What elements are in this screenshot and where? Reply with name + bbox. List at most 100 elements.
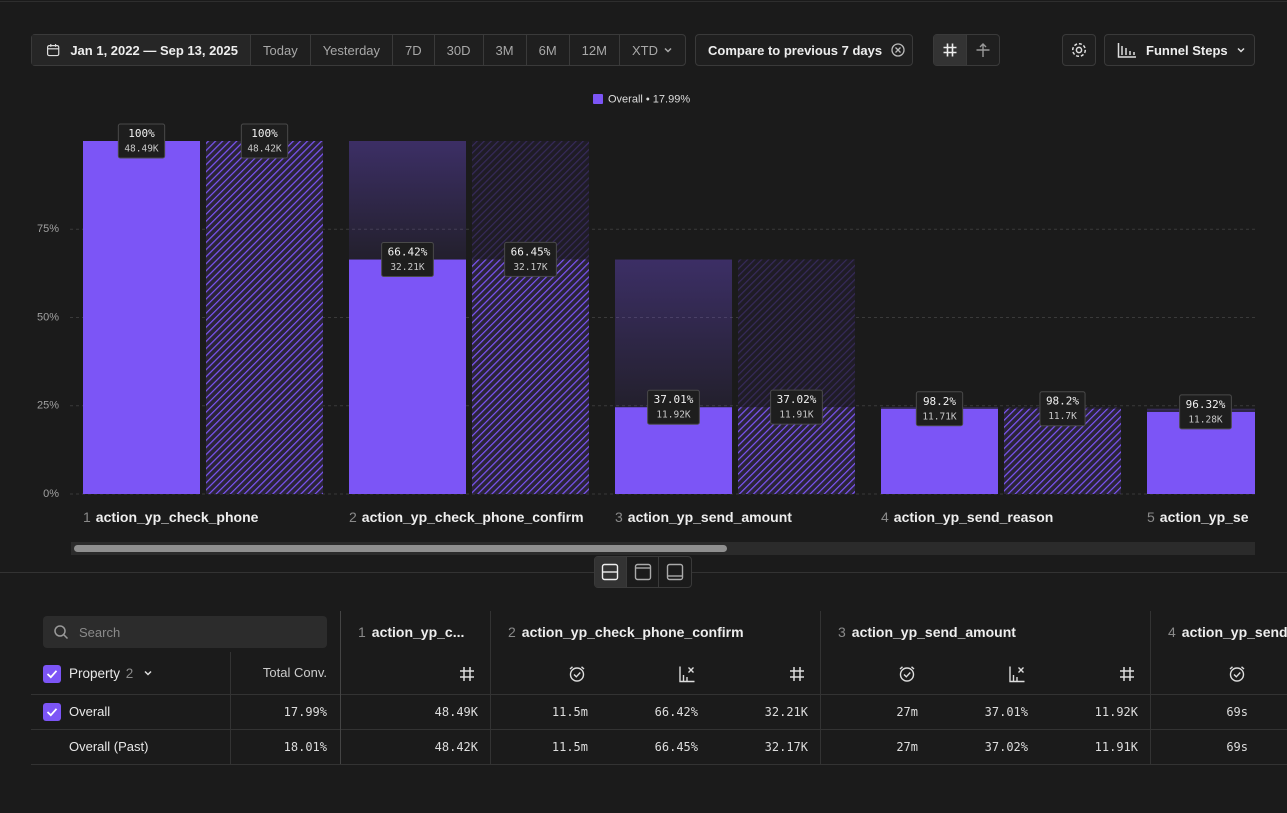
split-layout-icon xyxy=(602,563,619,581)
table-cell: 32.21K xyxy=(764,705,808,719)
table-cell: 11.5m xyxy=(551,740,588,754)
clear-icon[interactable] xyxy=(891,43,905,57)
past-bar xyxy=(472,259,589,494)
preset-button[interactable]: Today xyxy=(250,35,310,65)
column-divider xyxy=(1150,611,1151,764)
chevron-icon xyxy=(1237,47,1245,53)
view-menu-button[interactable]: Funnel Steps xyxy=(1104,34,1255,66)
category-label: 3 action_yp_send_amount xyxy=(615,509,792,525)
past-bar xyxy=(206,141,323,494)
chart-layout-button[interactable] xyxy=(625,557,659,587)
preset-button[interactable]: XTD xyxy=(618,35,685,65)
table-cell: 48.42K xyxy=(434,740,478,754)
trend-view-button[interactable] xyxy=(966,35,999,65)
preset-button[interactable]: Yesterday xyxy=(309,35,392,65)
row-divider xyxy=(31,764,1287,765)
table-cell: 37.01% xyxy=(984,705,1028,719)
count-label: 11.7K xyxy=(1048,411,1077,422)
date-range-button[interactable]: Jan 1, 2022 — Sep 13, 2025 xyxy=(32,35,250,65)
view-menu-label: Funnel Steps xyxy=(1146,42,1228,58)
previous-step-bar xyxy=(615,259,732,408)
bar-label-box xyxy=(117,123,166,159)
table-cell: 11.91K xyxy=(1094,740,1138,754)
chevron-icon xyxy=(664,47,672,53)
table-layout-button[interactable] xyxy=(658,557,691,587)
rate-label: 37.01% xyxy=(654,393,694,406)
settings-button[interactable] xyxy=(1062,34,1096,66)
count-label: 32.21K xyxy=(390,262,425,273)
bar xyxy=(83,141,200,494)
preset-label: 30D xyxy=(446,42,471,58)
bar-label-box xyxy=(915,391,964,427)
legend-label: Overall • 17.99% xyxy=(608,93,690,105)
step-name: action_yp_send_reason xyxy=(894,509,1054,525)
y-tick-label: 50% xyxy=(37,311,59,323)
preset-label: Yesterday xyxy=(322,42,381,58)
step-name: action_yp_check_phone_confirm xyxy=(362,509,584,525)
rate-label: 98.2% xyxy=(1046,395,1079,408)
bar-label-box xyxy=(1179,394,1232,430)
preset-label: 12M xyxy=(581,42,607,58)
previous-step-bar xyxy=(472,141,589,260)
count-label: 48.42K xyxy=(247,144,282,155)
rate-label: 100% xyxy=(128,127,155,140)
table-cell: 27m xyxy=(896,705,918,719)
table-cell: 27m xyxy=(896,740,918,754)
previous-step-bar xyxy=(738,259,855,408)
date-toolbar: Jan 1, 2022 — Sep 13, 2025 Today Yesterda… xyxy=(31,34,686,66)
property-count: 2 xyxy=(125,666,134,681)
y-tick-label: 0% xyxy=(43,488,59,500)
step-number: 1 xyxy=(358,624,366,640)
count-label: 11.71K xyxy=(922,411,957,422)
step-number: 3 xyxy=(838,624,846,640)
row-checkbox[interactable] xyxy=(43,703,61,721)
chevron-icon xyxy=(144,670,152,676)
preset-label: Today xyxy=(263,42,298,58)
search-box[interactable]: Search xyxy=(43,616,327,648)
count-label: 32.17K xyxy=(513,262,548,273)
total-header: Total Conv. xyxy=(262,665,327,680)
row-divider xyxy=(31,729,1287,730)
step-name: action_yp_check_phone_confirm xyxy=(521,624,744,640)
property-header[interactable]: Property 2 xyxy=(69,664,153,684)
column-divider xyxy=(820,611,821,764)
preset-button[interactable]: 6M xyxy=(525,35,569,65)
table-layout-icon xyxy=(666,563,684,581)
preset-button[interactable]: 30D xyxy=(433,35,483,65)
category-label: 2 action_yp_check_phone_confirm xyxy=(349,509,584,525)
table-cell: 37.02% xyxy=(984,740,1028,754)
rate-label: 96.32% xyxy=(1186,398,1226,411)
funnel-icon xyxy=(1117,43,1136,58)
hash-icon xyxy=(943,43,957,57)
rate-label: 98.2% xyxy=(923,395,956,408)
time-icon xyxy=(1229,666,1245,682)
scrollbar-thumb[interactable] xyxy=(74,545,727,552)
preset-label: 7D xyxy=(405,42,422,58)
compare-button[interactable]: Compare to previous 7 days xyxy=(695,34,913,66)
funnel-chart: 1 action_yp_check_phone 2 action_yp_check_p… xyxy=(37,93,1255,555)
step-number: 3 xyxy=(615,509,623,525)
row-divider xyxy=(31,694,1287,695)
step-number: 4 xyxy=(881,509,889,525)
bar-label-box xyxy=(504,241,557,277)
column-divider xyxy=(230,652,231,764)
select-all-checkbox[interactable] xyxy=(43,665,61,683)
display-toggle xyxy=(933,34,1000,66)
rate-label: 66.45% xyxy=(511,245,551,258)
split-layout-button[interactable] xyxy=(595,557,626,587)
preset-button[interactable]: 3M xyxy=(482,35,526,65)
preset-button[interactable]: 7D xyxy=(392,35,434,65)
table-cell: 11.92K xyxy=(1094,705,1138,719)
count-label: 11.91K xyxy=(779,410,814,421)
step-header: 1 action_yp_c... xyxy=(358,622,464,642)
number-view-button[interactable] xyxy=(934,35,966,65)
split-icon xyxy=(976,43,990,57)
table-cell: 66.42% xyxy=(654,705,698,719)
bar-label-box xyxy=(770,389,823,425)
preset-label: 6M xyxy=(538,42,557,58)
layout-toggle xyxy=(594,556,692,588)
preset-button[interactable]: 12M xyxy=(568,35,619,65)
column-divider xyxy=(490,611,491,764)
